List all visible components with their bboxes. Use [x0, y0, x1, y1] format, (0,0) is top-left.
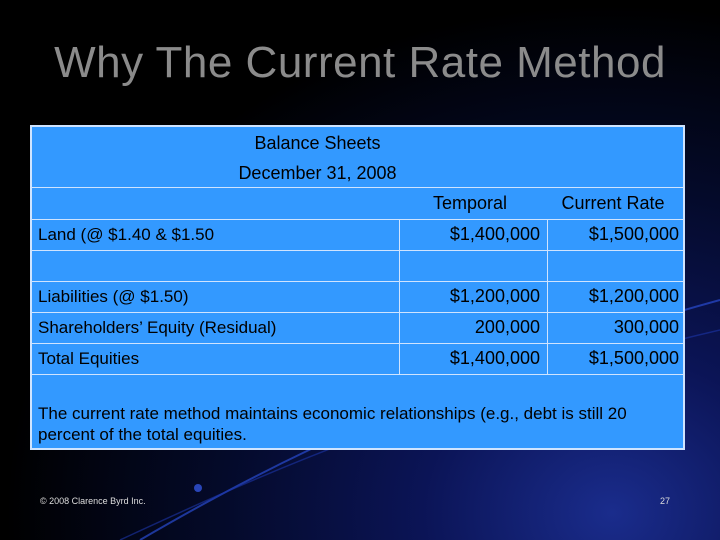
column-header-current-rate: Current Rate: [561, 193, 665, 213]
table-row: Liabilities (@ $1.50) $1,200,000 $1,200,…: [32, 281, 683, 312]
grid-line: [32, 219, 683, 220]
table-row: [32, 250, 683, 281]
table-heading-title: Balance Sheets: [254, 133, 381, 153]
explanation-note: The current rate method maintains econom…: [38, 404, 627, 444]
table-row: Land (@ $1.40 & $1.50 $1,400,000 $1,500,…: [32, 219, 683, 250]
row-label: Land (@ $1.40 & $1.50: [38, 225, 215, 244]
grid-line: [547, 219, 548, 374]
grid-line: [32, 250, 683, 251]
temporal-value: 200,000: [474, 317, 540, 337]
table-row: Total Equities $1,400,000 $1,500,000: [32, 343, 683, 374]
current-rate-value: $1,500,000: [588, 224, 679, 244]
row-label: Shareholders’ Equity (Residual): [38, 318, 277, 337]
row-label: Liabilities (@ $1.50): [38, 287, 189, 306]
row-label: Total Equities: [38, 349, 140, 368]
grid-line: [32, 374, 683, 375]
slide-title: Why The Current Rate Method: [54, 38, 666, 87]
current-rate-value: 300,000: [613, 317, 679, 337]
grid-line: [32, 187, 683, 188]
balance-sheet-panel: Balance Sheets December 31, 2008 Tempora…: [30, 125, 685, 450]
table-heading-date: December 31, 2008: [238, 163, 397, 183]
temporal-value: $1,400,000: [449, 348, 540, 368]
grid-line: [32, 343, 683, 344]
page-number: 27: [660, 496, 671, 506]
temporal-value: $1,400,000: [449, 224, 540, 244]
grid-line: [399, 219, 400, 374]
grid-line: [32, 281, 683, 282]
grid-line: [32, 312, 683, 313]
current-rate-value: $1,500,000: [588, 348, 679, 368]
copyright-footer: © 2008 Clarence Byrd Inc.: [40, 496, 146, 506]
column-header-temporal: Temporal: [432, 193, 508, 213]
temporal-value: $1,200,000: [449, 286, 540, 306]
current-rate-value: $1,200,000: [588, 286, 679, 306]
table-row: Shareholders’ Equity (Residual) 200,000 …: [32, 312, 683, 343]
